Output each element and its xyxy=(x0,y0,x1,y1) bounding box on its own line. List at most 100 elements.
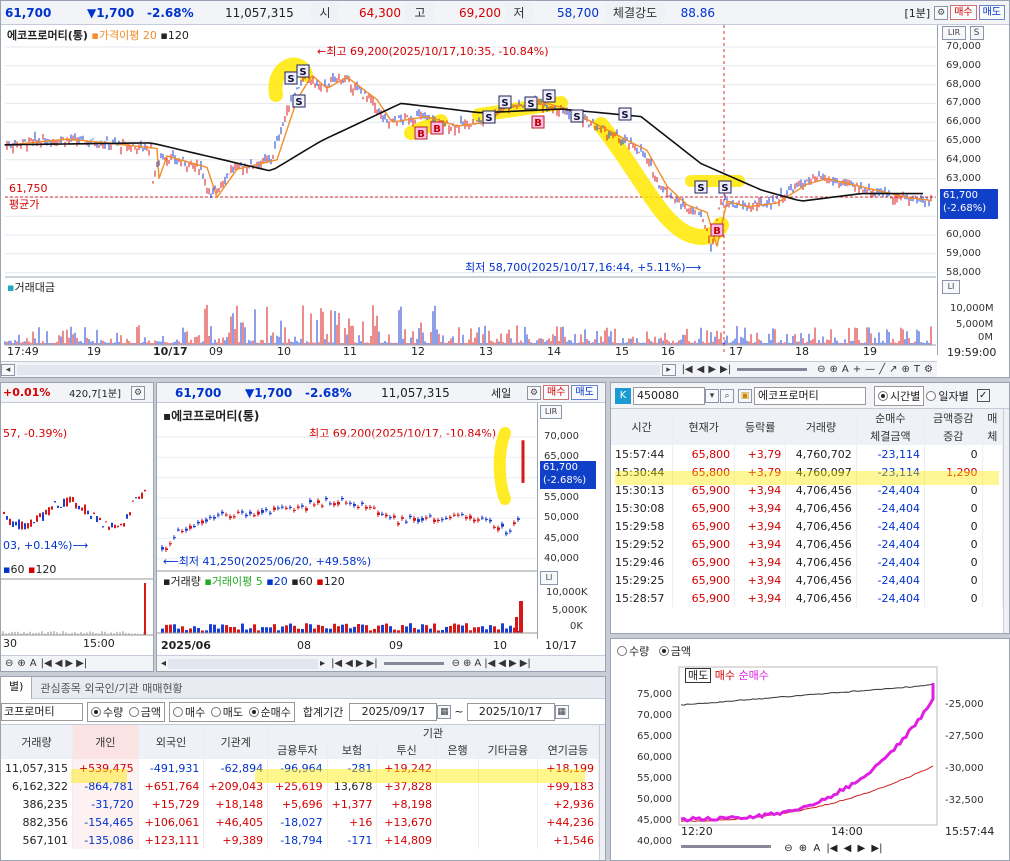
ray-tool-icon[interactable]: ↗ xyxy=(889,364,898,375)
mid-daily-select[interactable]: 세일 xyxy=(491,386,512,400)
tab-interest-flow[interactable]: 관심종목 외국인/기관 매매현황 xyxy=(40,681,183,695)
mid-log-icon[interactable]: LIR xyxy=(540,405,562,419)
mid-last-icon[interactable]: ▶| xyxy=(366,658,378,669)
calendar-to-icon[interactable]: ▦ xyxy=(554,704,569,719)
cross-icon[interactable]: + xyxy=(852,364,862,375)
table-scrollbar[interactable] xyxy=(1003,409,1009,633)
code-search-icon[interactable]: ⌕ xyxy=(720,388,734,403)
mini-price-chart[interactable] xyxy=(1,403,154,653)
table-row[interactable]: 15:30:13 65,900 +3,94 4,706,456 -24,404 0 xyxy=(611,481,1004,499)
mini-gear-icon[interactable]: ⚙ xyxy=(131,385,145,400)
mid-zoom-in-icon[interactable]: ⊕ xyxy=(462,658,472,669)
radio-bottom-amt[interactable]: 금액 xyxy=(128,706,161,719)
scroll-left-icon[interactable]: ◂ xyxy=(1,363,15,376)
mid-gear-icon[interactable]: ⚙ xyxy=(527,385,541,400)
buy-button[interactable]: 매수 xyxy=(950,5,977,20)
text-tool-icon[interactable]: T xyxy=(913,364,921,375)
mid-zoom-out-icon[interactable]: ⊖ xyxy=(451,658,460,669)
code-input[interactable]: 450080 xyxy=(633,386,705,405)
minus-icon[interactable]: — xyxy=(865,364,876,375)
settings-tool-icon[interactable]: ⚙ xyxy=(924,364,933,375)
mid-buy-button[interactable]: 매수 xyxy=(543,385,570,400)
radio-bottom-qty[interactable]: 수량 xyxy=(91,706,123,719)
zoom-out-icon[interactable]: ⊖ xyxy=(817,364,826,375)
mid-next-icon[interactable]: ▶ xyxy=(355,658,364,669)
nav-last-icon[interactable]: ▶| xyxy=(720,364,732,375)
flow-zoom-slider[interactable] xyxy=(681,845,771,848)
radio-amt[interactable]: 금액 xyxy=(658,645,691,658)
mini-zoom-in-icon[interactable]: ⊕ xyxy=(17,658,26,669)
table-row[interactable]: 15:29:52 65,900 +3,94 4,706,456 -24,404 0 xyxy=(611,535,1004,553)
table-row[interactable]: 6,162,322 -864,781 +651,764 +209,043 +25,619… xyxy=(1,777,600,795)
date-to[interactable]: 2025/10/17 xyxy=(466,702,555,721)
date-from[interactable]: 2025/09/17 xyxy=(349,702,438,721)
mini-first-icon[interactable]: |◀ xyxy=(40,658,52,669)
nav-next-icon[interactable]: ▶ xyxy=(708,364,717,375)
table-row[interactable]: 15:30:08 65,900 +3,94 4,706,456 -24,404 0 xyxy=(611,499,1004,517)
flow-zoom-out-icon[interactable]: ⊖ xyxy=(784,843,793,854)
scale-s-icon[interactable]: S xyxy=(969,26,984,40)
auto-scale-icon[interactable]: A xyxy=(841,364,849,375)
code-dropdown-icon[interactable]: ▾ xyxy=(705,388,719,403)
radio-bottom-net[interactable]: 순매수 xyxy=(248,706,291,719)
log-scale-icon[interactable]: LIR xyxy=(942,26,966,40)
mid-sell-button[interactable]: 매도 xyxy=(571,385,598,400)
tab-by-date[interactable]: 별) xyxy=(1,677,33,699)
volume-scale-icon[interactable]: LI xyxy=(942,280,960,294)
table-row[interactable]: 15:28:57 65,900 +3,94 4,706,456 -24,404 0 xyxy=(611,589,1004,607)
mid-scroll-right[interactable]: ▸ xyxy=(320,658,326,669)
line-tool-icon[interactable]: ╱ xyxy=(879,364,886,375)
zoom-in-icon[interactable]: ⊕ xyxy=(829,364,838,375)
mid-last2-icon[interactable]: ▶| xyxy=(519,658,531,669)
mini-zoom-out-icon[interactable]: ⊖ xyxy=(5,658,14,669)
mid-first2-icon[interactable]: |◀ xyxy=(484,658,496,669)
favorite-icon[interactable]: ▣ xyxy=(738,388,752,403)
table-row[interactable]: 882,356 -154,465 +106,061 +46,405 -18,027 +16… xyxy=(1,813,600,831)
calendar-from-icon[interactable]: ▦ xyxy=(437,704,452,719)
mid-candle xyxy=(497,527,500,531)
radio-bottom-buy[interactable]: 매수 xyxy=(173,706,205,719)
table-row[interactable]: 15:29:25 65,900 +3,94 4,706,456 -24,404 0 xyxy=(611,571,1004,589)
mini-last-icon[interactable]: ▶| xyxy=(76,658,88,669)
mid-zoom-slider[interactable] xyxy=(383,662,444,665)
gear-icon[interactable]: ⚙ xyxy=(934,5,949,20)
mid-vol-scale-icon[interactable]: LI xyxy=(540,571,558,585)
scroll-right-icon[interactable]: ▸ xyxy=(661,363,676,376)
mini-next-icon[interactable]: ▶ xyxy=(65,658,74,669)
mid-first-icon[interactable]: |◀ xyxy=(331,658,343,669)
flow-zoom-in-icon[interactable]: ⊕ xyxy=(798,843,808,854)
check-icon[interactable]: ✓ xyxy=(976,389,990,402)
sell-button[interactable]: 매도 xyxy=(978,5,1005,20)
flow-auto-icon[interactable]: A xyxy=(813,843,821,854)
mini-auto-icon[interactable]: A xyxy=(29,658,37,669)
table-row[interactable]: 15:29:46 65,900 +3,94 4,706,456 -24,404 0 xyxy=(611,553,1004,571)
table-row[interactable]: 11,057,315 +539,475 -491,931 -62,894 -96,964… xyxy=(1,759,600,777)
cursor-tool-icon[interactable]: ⊕ xyxy=(901,364,910,375)
table-row[interactable]: 15:29:58 65,900 +3,94 4,706,456 -24,404 0 xyxy=(611,517,1004,535)
radio-bottom-sell[interactable]: 매도 xyxy=(210,706,243,719)
radio-day[interactable]: 일자별 xyxy=(926,388,969,404)
mini-prev-icon[interactable]: ◀ xyxy=(54,658,63,669)
bottom-scrollbar[interactable] xyxy=(599,725,605,860)
mid-next2-icon[interactable]: ▶ xyxy=(508,658,517,669)
interval-select[interactable]: [1분] xyxy=(904,6,931,20)
zoom-slider[interactable] xyxy=(737,368,808,371)
mid-prev-icon[interactable]: ◀ xyxy=(345,658,353,669)
mid-auto-icon[interactable]: A xyxy=(474,658,482,669)
table-row[interactable]: 15:57:44 65,800 +3,79 4,760,702 -23,114 0 xyxy=(611,445,1004,463)
daily-price-chart[interactable] xyxy=(157,403,537,639)
nav-first-icon[interactable]: |◀ xyxy=(681,364,693,375)
flow-last-icon[interactable]: ▶| xyxy=(871,843,883,854)
flow-next-icon[interactable]: ▶ xyxy=(857,843,866,854)
nav-prev-icon[interactable]: ◀ xyxy=(696,364,705,375)
table-row[interactable]: 386,235 -31,720 +15,729 +18,148 +5,696 +1,377… xyxy=(1,795,600,813)
mid-scroll-left[interactable]: ◂ xyxy=(161,658,167,669)
radio-qty[interactable]: 수량 xyxy=(617,645,649,658)
radio-time[interactable]: 시간별 xyxy=(874,385,925,406)
mid-prev2-icon[interactable]: ◀ xyxy=(498,658,506,669)
flow-first-icon[interactable]: |◀ xyxy=(826,843,838,854)
flow-prev-icon[interactable]: ◀ xyxy=(843,843,852,854)
table-row[interactable]: 567,101 -135,086 +123,111 +9,389 -18,794 -171… xyxy=(1,831,600,849)
